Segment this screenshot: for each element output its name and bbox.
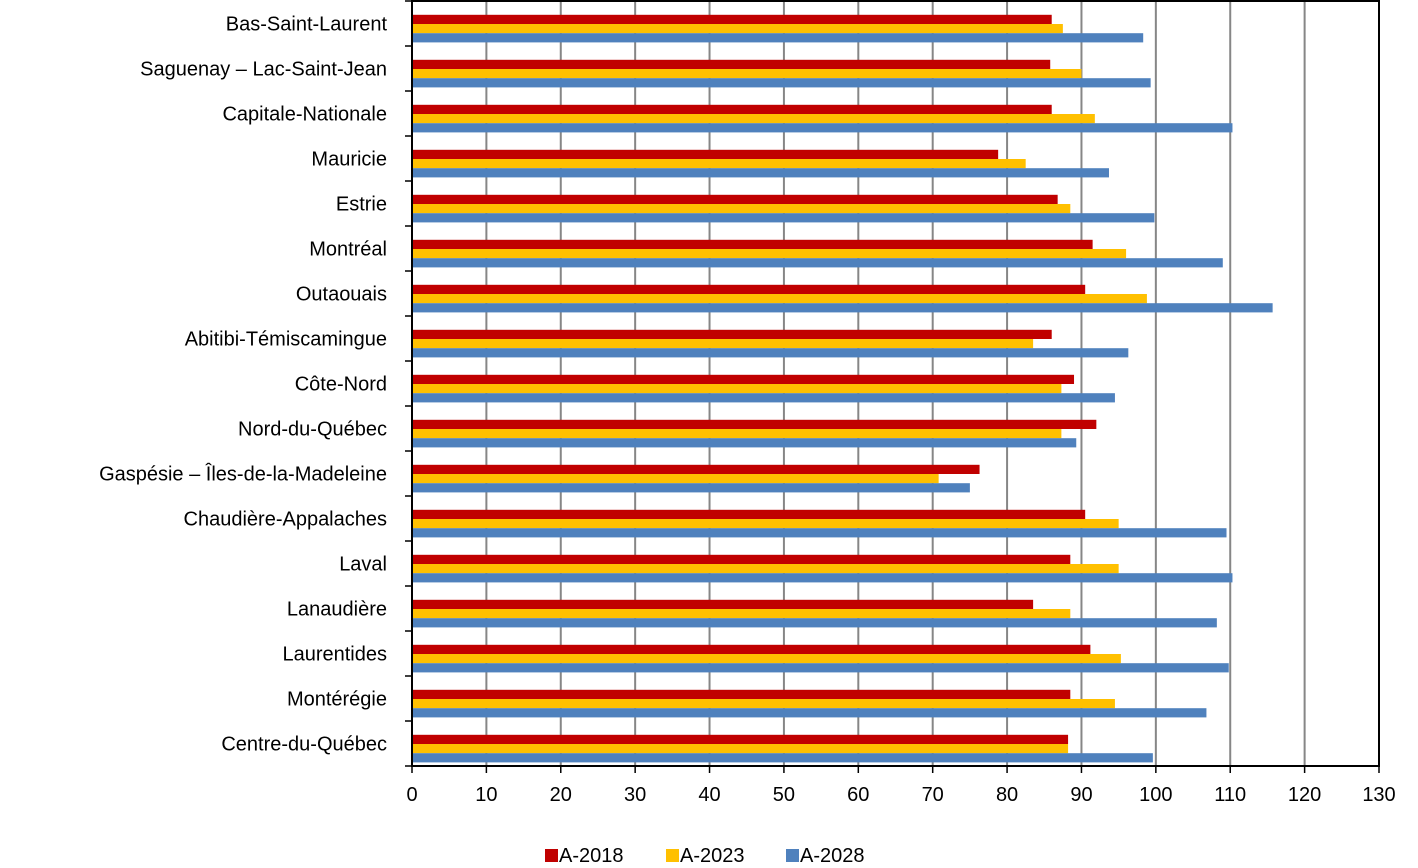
category-label: Montréal bbox=[309, 239, 387, 261]
bar-a-2028 bbox=[412, 708, 1207, 718]
bar-a-2028 bbox=[412, 348, 1129, 358]
bar-a-2018 bbox=[412, 464, 980, 474]
bar-a-2023 bbox=[412, 159, 1026, 169]
bar-a-2028 bbox=[412, 303, 1273, 313]
category-label: Montérégie bbox=[287, 689, 387, 711]
bar-a-2028 bbox=[412, 213, 1155, 223]
x-tick-label: 90 bbox=[1070, 784, 1092, 806]
x-tick-label: 60 bbox=[847, 784, 869, 806]
x-tick-label: 110 bbox=[1214, 784, 1246, 806]
bar-a-2018 bbox=[412, 509, 1086, 519]
category-label: Outaouais bbox=[296, 284, 387, 306]
x-tick-label: 130 bbox=[1362, 784, 1395, 806]
bar-a-2018 bbox=[412, 284, 1086, 294]
bar-a-2023 bbox=[412, 744, 1069, 754]
x-tick-label: 120 bbox=[1288, 784, 1321, 806]
x-tick-label: 50 bbox=[773, 784, 795, 806]
bar-a-2023 bbox=[412, 519, 1119, 529]
bar-a-2023 bbox=[412, 294, 1147, 304]
bar-a-2028 bbox=[412, 438, 1077, 448]
bar-a-2023 bbox=[412, 564, 1119, 574]
bar-a-2018 bbox=[412, 689, 1071, 699]
bar-a-2023 bbox=[412, 609, 1071, 619]
category-label: Nord-du-Québec bbox=[238, 419, 387, 441]
category-label: Abitibi-Témiscamingue bbox=[185, 329, 387, 351]
bar-a-2028 bbox=[412, 663, 1229, 673]
bar-a-2018 bbox=[412, 104, 1052, 114]
bar-a-2018 bbox=[412, 374, 1075, 384]
legend-label: A-2018 bbox=[559, 845, 624, 867]
bar-a-2028 bbox=[412, 618, 1217, 628]
category-label: Côte-Nord bbox=[295, 374, 387, 396]
legend-swatch bbox=[786, 849, 799, 862]
bar-a-2028 bbox=[412, 33, 1144, 43]
bar-a-2018 bbox=[412, 239, 1093, 249]
x-tick-label: 30 bbox=[624, 784, 646, 806]
bar-a-2028 bbox=[412, 258, 1223, 268]
category-label: Laurentides bbox=[282, 644, 387, 666]
bar-a-2023 bbox=[412, 339, 1034, 349]
bar-series bbox=[412, 14, 1273, 763]
bar-a-2018 bbox=[412, 59, 1051, 69]
plot-frame bbox=[411, 0, 1380, 767]
bar-a-2023 bbox=[412, 429, 1062, 439]
category-label: Centre-du-Québec bbox=[221, 734, 387, 756]
bar-a-2018 bbox=[412, 149, 999, 159]
legend-swatch bbox=[545, 849, 558, 862]
bar-a-2028 bbox=[412, 393, 1115, 403]
legend-label: A-2023 bbox=[680, 845, 745, 867]
x-tick-label: 80 bbox=[996, 784, 1018, 806]
legend-swatch bbox=[666, 849, 679, 862]
bar-a-2028 bbox=[412, 573, 1233, 583]
bar-a-2023 bbox=[412, 474, 939, 484]
category-label: Laval bbox=[339, 554, 387, 576]
bar-a-2023 bbox=[412, 384, 1062, 394]
category-label: Mauricie bbox=[311, 149, 387, 171]
x-tick-label: 40 bbox=[698, 784, 720, 806]
bar-a-2023 bbox=[412, 24, 1063, 34]
bar-a-2018 bbox=[412, 554, 1071, 564]
bar-a-2028 bbox=[412, 753, 1153, 763]
category-label: Capitale-Nationale bbox=[222, 104, 387, 126]
bar-a-2023 bbox=[412, 114, 1095, 124]
bar-a-2028 bbox=[412, 483, 970, 493]
bar-a-2023 bbox=[412, 249, 1127, 259]
bar-a-2018 bbox=[412, 14, 1052, 24]
category-label: Estrie bbox=[336, 194, 387, 216]
bar-a-2028 bbox=[412, 123, 1233, 133]
legend: A-2018 A-2023 A-2028 bbox=[545, 845, 865, 867]
x-tick-label: 0 bbox=[406, 784, 417, 806]
bar-a-2018 bbox=[412, 734, 1069, 744]
category-labels: Bas-Saint-Laurent Saguenay – Lac-Saint-Je… bbox=[99, 14, 387, 756]
x-axis: 0 10 20 30 40 50 60 70 80 90 100 110 120 130 bbox=[405, 0, 1396, 806]
bar-a-2018 bbox=[412, 194, 1058, 204]
bar-a-2023 bbox=[412, 204, 1071, 214]
bar-a-2028 bbox=[412, 168, 1109, 178]
category-label: Saguenay – Lac-Saint-Jean bbox=[140, 59, 387, 81]
category-label: Lanaudière bbox=[287, 599, 387, 621]
bar-a-2023 bbox=[412, 699, 1115, 709]
x-tick-label: 10 bbox=[475, 784, 497, 806]
legend-label: A-2028 bbox=[800, 845, 865, 867]
category-label: Bas-Saint-Laurent bbox=[226, 14, 388, 36]
bar-a-2028 bbox=[412, 528, 1227, 538]
bar-a-2023 bbox=[412, 654, 1121, 664]
category-label: Gaspésie – Îles-de-la-Madeleine bbox=[99, 463, 387, 486]
bar-a-2028 bbox=[412, 78, 1151, 88]
bar-a-2018 bbox=[412, 599, 1034, 609]
bar-a-2018 bbox=[412, 419, 1097, 429]
x-tick-label: 20 bbox=[550, 784, 572, 806]
x-tick-label: 70 bbox=[922, 784, 944, 806]
bar-a-2018 bbox=[412, 644, 1091, 654]
category-label: Chaudière-Appalaches bbox=[184, 509, 387, 531]
x-tick-label: 100 bbox=[1139, 784, 1172, 806]
bar-a-2018 bbox=[412, 329, 1052, 339]
bar-a-2023 bbox=[412, 69, 1082, 79]
